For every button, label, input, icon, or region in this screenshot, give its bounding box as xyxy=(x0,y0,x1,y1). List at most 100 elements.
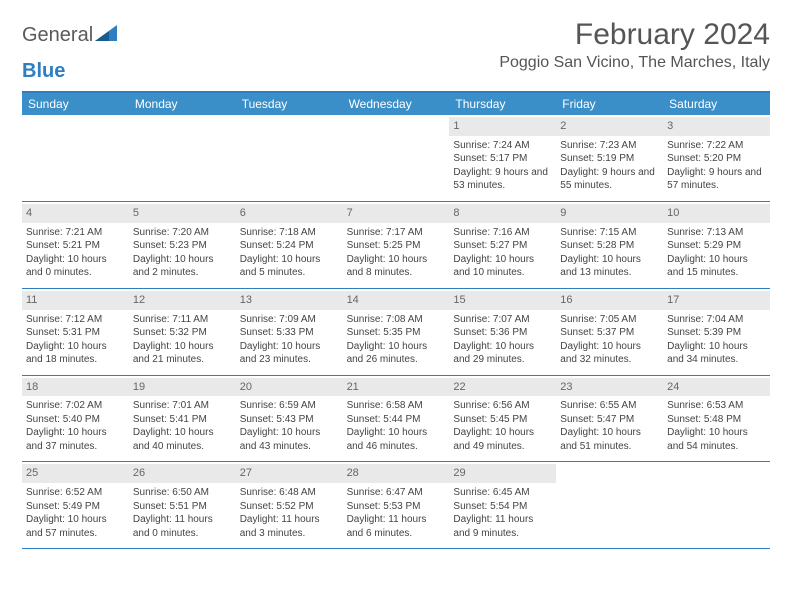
cell-line: Sunset: 5:40 PM xyxy=(26,413,125,427)
calendar-cell xyxy=(236,115,343,201)
calendar-week: 25Sunrise: 6:52 AMSunset: 5:49 PMDayligh… xyxy=(22,462,770,549)
cell-line: Sunrise: 7:21 AM xyxy=(26,226,125,240)
day-number: 18 xyxy=(22,378,129,397)
header-monday: Monday xyxy=(129,93,236,115)
header-friday: Friday xyxy=(556,93,663,115)
cell-line: Sunset: 5:53 PM xyxy=(347,500,446,514)
calendar-week: 11Sunrise: 7:12 AMSunset: 5:31 PMDayligh… xyxy=(22,289,770,376)
cell-line: Sunrise: 7:04 AM xyxy=(667,313,766,327)
calendar-cell xyxy=(556,462,663,548)
cell-line: Sunrise: 6:59 AM xyxy=(240,399,339,413)
cell-line: Daylight: 10 hours and 5 minutes. xyxy=(240,253,339,280)
cell-line: Sunset: 5:23 PM xyxy=(133,239,232,253)
logo: General xyxy=(22,24,117,47)
cell-line: Daylight: 10 hours and 49 minutes. xyxy=(453,426,552,453)
logo-text-2: Blue xyxy=(22,60,65,83)
cell-line: Sunset: 5:25 PM xyxy=(347,239,446,253)
cell-line: Sunrise: 7:17 AM xyxy=(347,226,446,240)
calendar-cell: 24 Sunrise: 6:53 AMSunset: 5:48 PMDayligh… xyxy=(663,376,770,462)
calendar-cell: 18 Sunrise: 7:02 AMSunset: 5:40 PMDayligh… xyxy=(22,376,129,462)
day-number: 25 xyxy=(22,464,129,483)
day-number: 3 xyxy=(663,117,770,136)
calendar-cell: 4Sunrise: 7:21 AMSunset: 5:21 PMDaylight… xyxy=(22,202,129,288)
cell-line: Daylight: 10 hours and 46 minutes. xyxy=(347,426,446,453)
cell-line: Sunrise: 6:48 AM xyxy=(240,486,339,500)
calendar-cell: 1Sunrise: 7:24 AMSunset: 5:17 PMDaylight… xyxy=(449,115,556,201)
logo-triangle-icon xyxy=(95,24,117,47)
cell-line: Daylight: 10 hours and 32 minutes. xyxy=(560,340,659,367)
cell-line: Daylight: 10 hours and 54 minutes. xyxy=(667,426,766,453)
cell-line: Daylight: 10 hours and 29 minutes. xyxy=(453,340,552,367)
calendar: Sunday Monday Tuesday Wednesday Thursday… xyxy=(22,91,770,549)
cell-line: Daylight: 10 hours and 34 minutes. xyxy=(667,340,766,367)
calendar-cell: 16Sunrise: 7:05 AMSunset: 5:37 PMDayligh… xyxy=(556,289,663,375)
cell-line: Daylight: 10 hours and 43 minutes. xyxy=(240,426,339,453)
cell-line: Sunrise: 7:02 AM xyxy=(26,399,125,413)
day-number: 15 xyxy=(449,291,556,310)
day-number: 8 xyxy=(449,204,556,223)
cell-line: Sunset: 5:32 PM xyxy=(133,326,232,340)
calendar-week: 4Sunrise: 7:21 AMSunset: 5:21 PMDaylight… xyxy=(22,202,770,289)
cell-line: Daylight: 10 hours and 0 minutes. xyxy=(26,253,125,280)
cell-line: Sunrise: 7:05 AM xyxy=(560,313,659,327)
cell-line: Sunset: 5:54 PM xyxy=(453,500,552,514)
day-number: 19 xyxy=(129,378,236,397)
day-number: 11 xyxy=(22,291,129,310)
calendar-cell: 15Sunrise: 7:07 AMSunset: 5:36 PMDayligh… xyxy=(449,289,556,375)
calendar-cell: 10Sunrise: 7:13 AMSunset: 5:29 PMDayligh… xyxy=(663,202,770,288)
calendar-cell: 27Sunrise: 6:48 AMSunset: 5:52 PMDayligh… xyxy=(236,462,343,548)
calendar-cell: 19Sunrise: 7:01 AMSunset: 5:41 PMDayligh… xyxy=(129,376,236,462)
day-number: 14 xyxy=(343,291,450,310)
cell-line: Sunset: 5:41 PM xyxy=(133,413,232,427)
cell-line: Sunrise: 6:58 AM xyxy=(347,399,446,413)
cell-line: Sunset: 5:19 PM xyxy=(560,152,659,166)
calendar-cell: 25Sunrise: 6:52 AMSunset: 5:49 PMDayligh… xyxy=(22,462,129,548)
cell-line: Sunrise: 7:18 AM xyxy=(240,226,339,240)
day-number: 17 xyxy=(663,291,770,310)
cell-line: Sunrise: 6:47 AM xyxy=(347,486,446,500)
calendar-cell: 12Sunrise: 7:11 AMSunset: 5:32 PMDayligh… xyxy=(129,289,236,375)
cell-line: Daylight: 10 hours and 8 minutes. xyxy=(347,253,446,280)
header-saturday: Saturday xyxy=(663,93,770,115)
cell-line: Daylight: 10 hours and 23 minutes. xyxy=(240,340,339,367)
cell-line: Sunrise: 6:55 AM xyxy=(560,399,659,413)
day-number: 26 xyxy=(129,464,236,483)
cell-line: Daylight: 11 hours and 6 minutes. xyxy=(347,513,446,540)
title-block: February 2024 Poggio San Vicino, The Mar… xyxy=(499,18,770,72)
day-number: 13 xyxy=(236,291,343,310)
day-number: 16 xyxy=(556,291,663,310)
cell-line: Sunrise: 7:01 AM xyxy=(133,399,232,413)
calendar-cell: 3Sunrise: 7:22 AMSunset: 5:20 PMDaylight… xyxy=(663,115,770,201)
calendar-cell: 29Sunrise: 6:45 AMSunset: 5:54 PMDayligh… xyxy=(449,462,556,548)
day-number: 6 xyxy=(236,204,343,223)
cell-line: Sunrise: 6:45 AM xyxy=(453,486,552,500)
cell-line: Sunrise: 6:53 AM xyxy=(667,399,766,413)
cell-line: Sunset: 5:48 PM xyxy=(667,413,766,427)
calendar-cell: 7Sunrise: 7:17 AMSunset: 5:25 PMDaylight… xyxy=(343,202,450,288)
cell-line: Sunset: 5:44 PM xyxy=(347,413,446,427)
calendar-cell: 28Sunrise: 6:47 AMSunset: 5:53 PMDayligh… xyxy=(343,462,450,548)
cell-line: Sunset: 5:36 PM xyxy=(453,326,552,340)
cell-line: Sunset: 5:33 PM xyxy=(240,326,339,340)
day-number: 12 xyxy=(129,291,236,310)
cell-line: Sunset: 5:47 PM xyxy=(560,413,659,427)
cell-line: Sunset: 5:52 PM xyxy=(240,500,339,514)
day-number: 2 xyxy=(556,117,663,136)
location-text: Poggio San Vicino, The Marches, Italy xyxy=(499,54,770,72)
cell-line: Sunset: 5:39 PM xyxy=(667,326,766,340)
logo-text-1: General xyxy=(22,24,93,47)
cell-line: Sunset: 5:27 PM xyxy=(453,239,552,253)
calendar-cell: 17 Sunrise: 7:04 AMSunset: 5:39 PMDayligh… xyxy=(663,289,770,375)
cell-line: Daylight: 10 hours and 37 minutes. xyxy=(26,426,125,453)
cell-line: Sunset: 5:21 PM xyxy=(26,239,125,253)
header-wednesday: Wednesday xyxy=(343,93,450,115)
cell-line: Daylight: 10 hours and 57 minutes. xyxy=(26,513,125,540)
cell-line: Sunrise: 6:56 AM xyxy=(453,399,552,413)
calendar-cell: 20Sunrise: 6:59 AMSunset: 5:43 PMDayligh… xyxy=(236,376,343,462)
calendar-cell: 22Sunrise: 6:56 AMSunset: 5:45 PMDayligh… xyxy=(449,376,556,462)
day-number: 24 xyxy=(663,378,770,397)
cell-line: Sunrise: 6:50 AM xyxy=(133,486,232,500)
calendar-cell: 14Sunrise: 7:08 AMSunset: 5:35 PMDayligh… xyxy=(343,289,450,375)
cell-line: Sunrise: 7:09 AM xyxy=(240,313,339,327)
header-thursday: Thursday xyxy=(449,93,556,115)
